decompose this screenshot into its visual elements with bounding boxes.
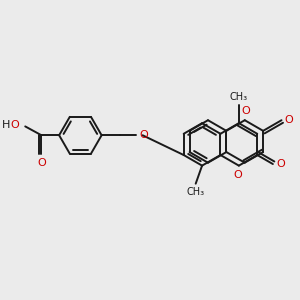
Text: O: O — [241, 106, 250, 116]
Text: O: O — [37, 158, 46, 168]
Text: CH₃: CH₃ — [230, 92, 248, 102]
Text: O: O — [276, 159, 285, 169]
Text: O: O — [10, 120, 19, 130]
Text: O: O — [140, 130, 148, 140]
Text: O: O — [284, 115, 293, 125]
Text: H: H — [2, 120, 10, 130]
Text: CH₃: CH₃ — [187, 187, 205, 197]
Text: O: O — [233, 170, 242, 180]
